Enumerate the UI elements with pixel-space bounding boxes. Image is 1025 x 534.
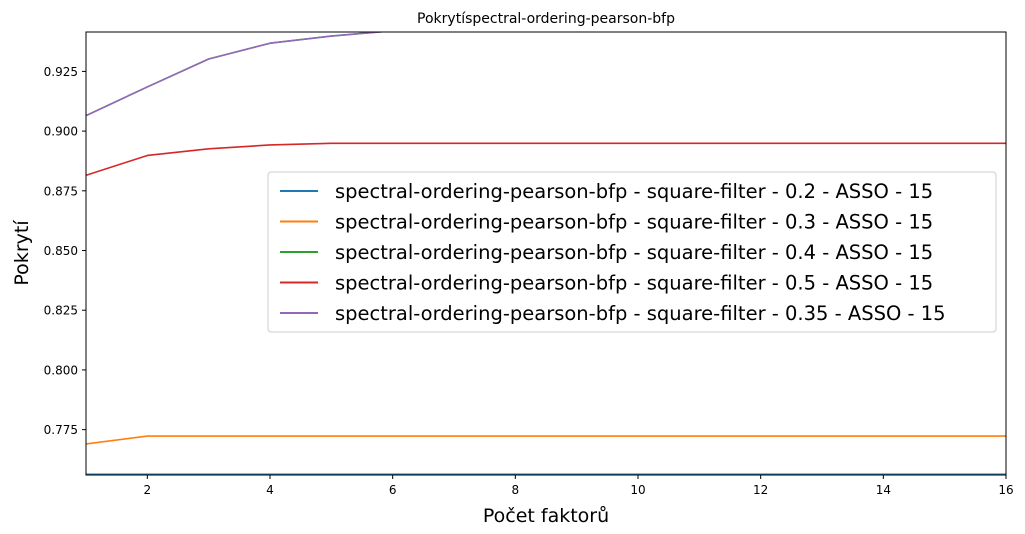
chart-title: Pokrytíspectral-ordering-pearson-bfp (417, 11, 675, 27)
y-tick-label: 0.925 (44, 65, 78, 79)
x-tick-label: 8 (512, 483, 520, 497)
x-tick-label: 16 (998, 483, 1013, 497)
legend-label-3: spectral-ordering-pearson-bfp - square-f… (335, 241, 933, 264)
y-tick-label: 0.850 (44, 244, 78, 258)
legend: spectral-ordering-pearson-bfp - square-f… (267, 171, 997, 333)
plot-frame (85, 31, 1007, 476)
y-axis: 0.775 0.800 0.825 0.850 0.875 0.900 0.925 (44, 65, 86, 437)
legend-label-2: spectral-ordering-pearson-bfp - square-f… (335, 211, 933, 234)
series-line-5 (86, 32, 389, 117)
y-tick-label: 0.900 (44, 125, 78, 139)
x-tick-label: 14 (876, 483, 891, 497)
series-line-4 (86, 142, 1006, 177)
x-axis-label: Počet faktorů (483, 505, 609, 527)
legend-label-5: spectral-ordering-pearson-bfp - square-f… (335, 302, 946, 325)
x-tick-label: 10 (630, 483, 645, 497)
x-axis: 2 4 6 8 10 12 14 16 (144, 475, 1014, 497)
legend-frame (267, 171, 997, 333)
series-line-2 (86, 435, 1006, 445)
y-axis-label: Pokrytí (11, 220, 33, 286)
y-tick-label: 0.775 (44, 423, 78, 437)
y-tick-label: 0.800 (44, 363, 78, 377)
x-tick-label: 4 (266, 483, 274, 497)
x-tick-label: 2 (144, 483, 152, 497)
x-tick-label: 6 (389, 483, 397, 497)
y-tick-label: 0.875 (44, 184, 78, 198)
legend-label-4: spectral-ordering-pearson-bfp - square-f… (335, 272, 933, 295)
series-layer (86, 32, 1006, 475)
y-tick-label: 0.825 (44, 304, 78, 318)
legend-label-1: spectral-ordering-pearson-bfp - square-f… (335, 180, 933, 203)
x-tick-label: 12 (753, 483, 768, 497)
